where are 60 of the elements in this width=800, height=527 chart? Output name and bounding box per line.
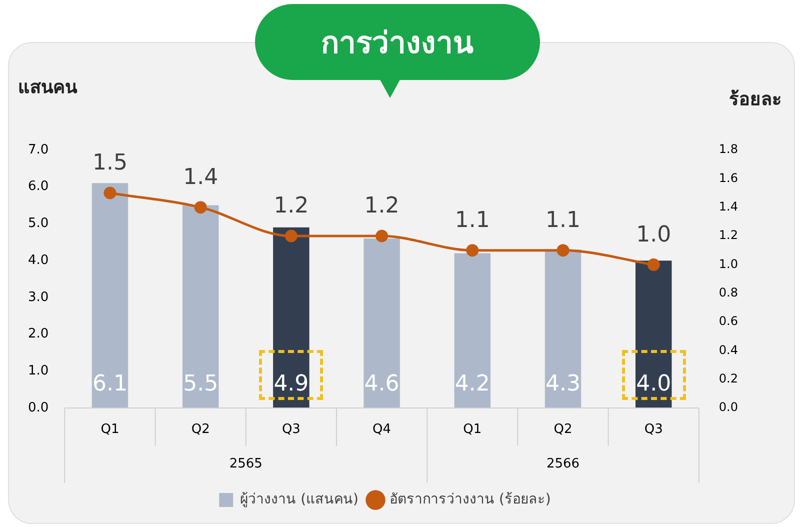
bar bbox=[364, 238, 400, 408]
data-label: 1.2 bbox=[364, 194, 400, 219]
y-tick-label: 2.0 bbox=[28, 326, 49, 342]
y2-tick-label: 0.0 bbox=[718, 400, 738, 414]
y2-tick-label: 1.0 bbox=[718, 256, 738, 271]
bar bbox=[182, 205, 219, 408]
x-tick-label: Q2 bbox=[191, 422, 210, 438]
y2-tick-label: 0.8 bbox=[718, 285, 738, 300]
bar bbox=[273, 227, 310, 408]
bar bbox=[635, 260, 672, 408]
point bbox=[104, 186, 116, 200]
x-tick-label: Q1 bbox=[100, 422, 120, 438]
y-tick-label: 0.0 bbox=[28, 400, 49, 416]
x-tick-label: Q3 bbox=[644, 422, 663, 438]
x-tick-label: Q4 bbox=[372, 422, 392, 438]
y-tick-label: 3.0 bbox=[28, 290, 49, 305]
point bbox=[466, 244, 479, 257]
point bbox=[376, 230, 388, 242]
data-label: 4.3 bbox=[546, 372, 581, 397]
y-tick-label: 4.0 bbox=[28, 252, 49, 268]
data-label: 4.9 bbox=[274, 372, 309, 397]
point bbox=[284, 230, 298, 242]
text: 2565 bbox=[229, 456, 262, 472]
data-label: 4.6 bbox=[364, 372, 400, 397]
y-tick-label: 1.0 bbox=[28, 364, 49, 379]
bar bbox=[92, 183, 128, 408]
data-label: 4.2 bbox=[454, 372, 490, 397]
data-label: 1.1 bbox=[454, 208, 490, 234]
chart-title: การว่างงาน bbox=[255, 4, 540, 80]
y2-tick-label: 0.4 bbox=[718, 342, 738, 357]
data-label: 1.1 bbox=[546, 208, 581, 234]
point bbox=[194, 201, 207, 214]
data-label: 1.0 bbox=[636, 222, 672, 248]
y-tick-label: 6.0 bbox=[28, 179, 49, 194]
data-label: 1.4 bbox=[183, 165, 218, 190]
y2-tick-label: 1.6 bbox=[718, 170, 738, 185]
bar bbox=[454, 253, 491, 408]
data-label: 6.1 bbox=[92, 372, 128, 397]
y-axis-title: แสนคน bbox=[18, 76, 77, 100]
x-tick-label: Q2 bbox=[554, 422, 572, 438]
legend-label: อัตราการว่างงาน (ร้อยละ) bbox=[390, 492, 551, 508]
y-tick-label: 5.0 bbox=[28, 216, 49, 232]
y2-tick-label: 0.2 bbox=[718, 371, 738, 386]
y2-tick-label: 1.8 bbox=[718, 142, 738, 156]
legend-label: ผู้ว่างงาน (แสนคน) bbox=[240, 492, 358, 508]
data-label: 4.0 bbox=[636, 372, 672, 397]
data-label: 5.5 bbox=[183, 372, 218, 397]
data-label: 1.2 bbox=[274, 194, 309, 219]
text: 2566 bbox=[546, 456, 580, 472]
y2-tick-label: 1.2 bbox=[718, 228, 738, 242]
data-label: 1.5 bbox=[92, 150, 128, 176]
point bbox=[556, 244, 570, 257]
y2-tick-label: 1.4 bbox=[718, 199, 738, 214]
y2-axis-title: ร้อยละ bbox=[729, 88, 782, 112]
x-tick-label: Q1 bbox=[463, 422, 482, 438]
y-tick-label: 7.0 bbox=[28, 142, 49, 158]
x-tick-label: Q3 bbox=[282, 422, 300, 438]
point bbox=[647, 258, 660, 271]
y2-tick-label: 0.6 bbox=[718, 314, 738, 328]
bar bbox=[544, 250, 582, 408]
